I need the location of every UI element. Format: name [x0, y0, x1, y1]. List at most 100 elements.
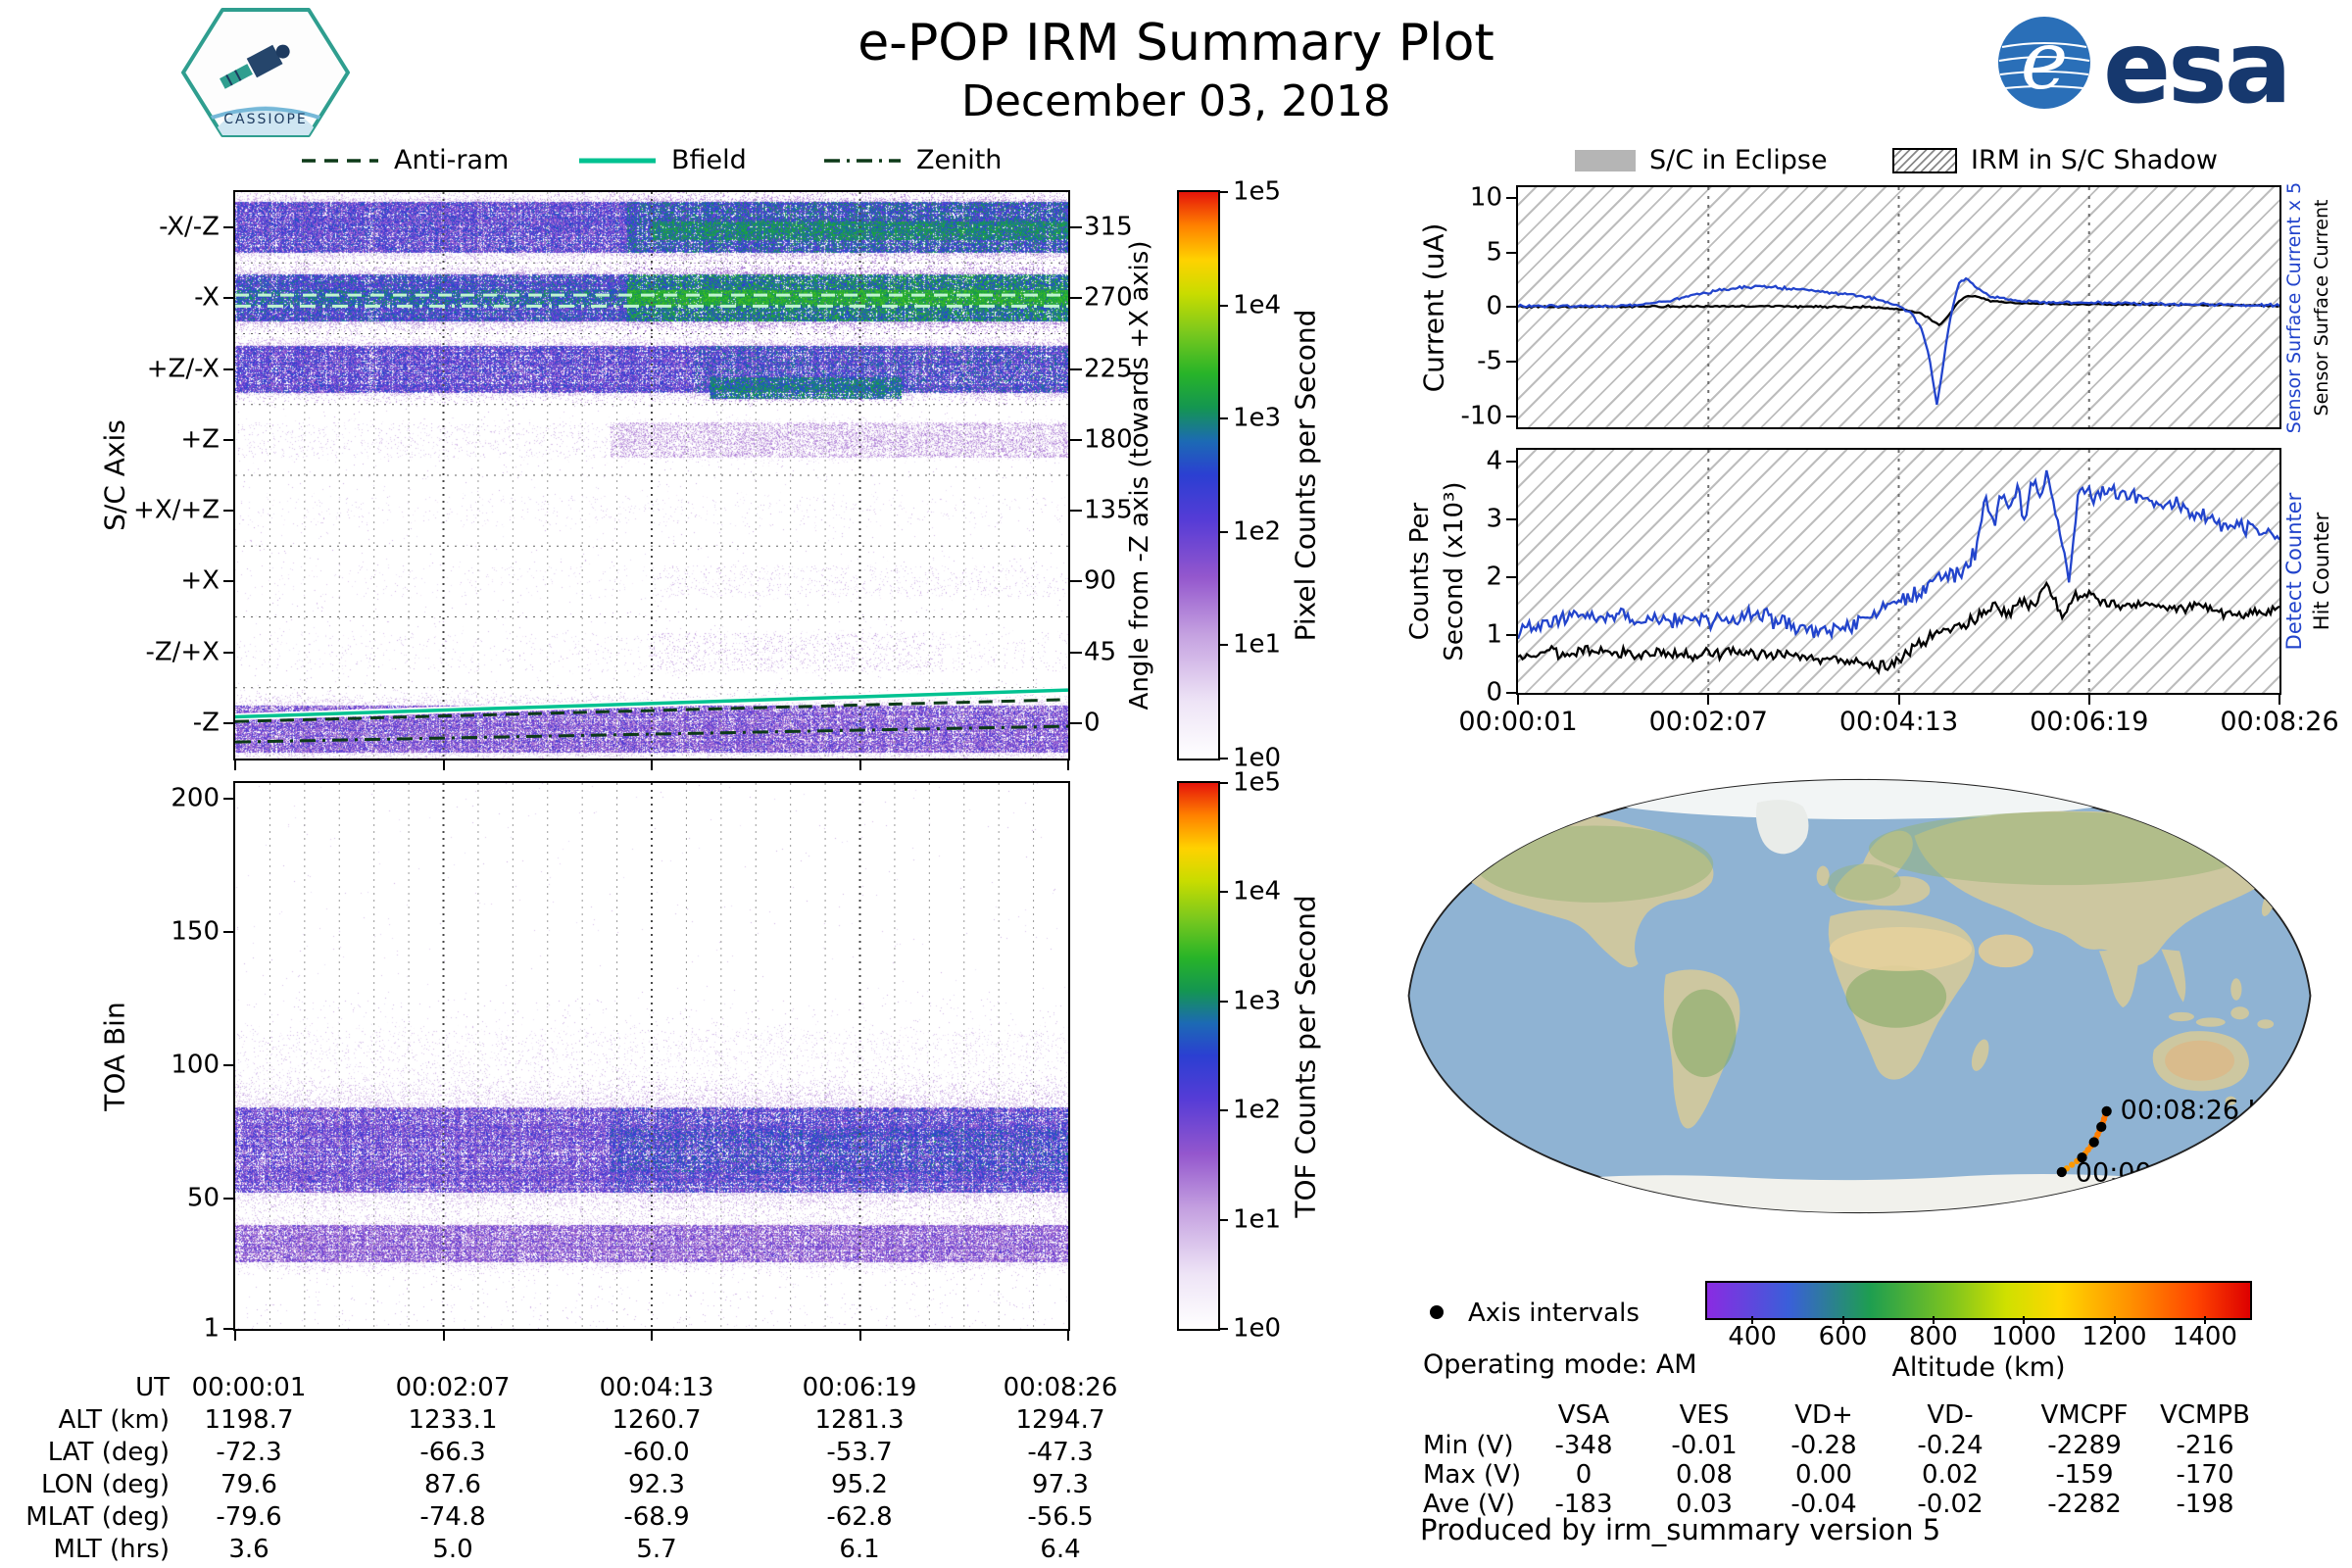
- ephemeris-cell: -62.8: [826, 1502, 893, 1532]
- continent-greenland: [1755, 800, 1809, 855]
- toa-ytick-label: 150: [171, 916, 220, 947]
- right-xtick-label: 00:08:26: [2220, 707, 2339, 737]
- angle-ytick-label: 315: [1084, 212, 1133, 242]
- esa-globe-e: e: [2021, 15, 2069, 108]
- zenith-line-icon: [824, 158, 901, 163]
- green-amazon: [1672, 989, 1737, 1078]
- tick-mark: [1070, 368, 1082, 370]
- altitude-colorbar-label: Altitude (km): [1891, 1352, 2066, 1383]
- ephemeris-cell: 6.1: [839, 1535, 880, 1564]
- tick-mark: [1218, 530, 1228, 533]
- current-ytick-label: -5: [1477, 346, 1502, 376]
- tof-cb-tick-label: 1e0: [1233, 1313, 1282, 1344]
- tick-mark: [1506, 518, 1516, 520]
- tick-mark: [1070, 580, 1082, 583]
- tick-mark: [1218, 644, 1228, 647]
- tick-mark: [234, 760, 236, 770]
- ephemeris-cell: 00:04:13: [599, 1373, 714, 1402]
- tof-cb-tick-label: 1e1: [1233, 1204, 1282, 1235]
- esa-globe-lines: [1998, 42, 2090, 89]
- bfield-line-icon: [579, 158, 656, 163]
- island-tasmania: [2225, 1096, 2236, 1105]
- counts-ytick-label: 1: [1486, 619, 1502, 650]
- ephemeris-cell: 00:00:01: [191, 1373, 307, 1402]
- altitude-tick-label: 1000: [1991, 1322, 2057, 1351]
- shadow-hatch-swatch-icon: [1892, 147, 1957, 173]
- counts-ytick-label: 0: [1486, 677, 1502, 708]
- current-ylabel: Current (uA): [1417, 222, 1450, 392]
- island-britain: [1816, 865, 1830, 887]
- tick-mark: [1218, 1218, 1228, 1221]
- voltage-cell: -183: [1554, 1490, 1613, 1519]
- sc-axis-ytick-label: -X: [194, 283, 220, 314]
- tick-mark: [1707, 695, 1710, 705]
- tof-cb-tick-label: 1e5: [1233, 767, 1282, 798]
- sc-axis-ytick-label: -Z/+X: [145, 637, 220, 667]
- tick-mark: [223, 1198, 235, 1200]
- esa-globe: [1998, 17, 2090, 109]
- tick-mark: [1070, 510, 1082, 513]
- sensor-surface-current-label: Sensor Surface Current: [2311, 199, 2332, 416]
- voltage-row-label: Ave (V): [1423, 1490, 1515, 1519]
- sc-axis-overlay: [235, 192, 1068, 759]
- esa-wordmark: esa: [2103, 10, 2289, 120]
- island-newguinea: [2257, 1019, 2275, 1029]
- tick-mark: [1506, 461, 1516, 463]
- tick-mark: [2113, 1316, 2116, 1324]
- counts-ylabel-line2: Second (x10³): [1440, 481, 1469, 662]
- tof-counts-colorbar: [1177, 781, 1220, 1331]
- page-title: e-POP IRM Summary Plot: [858, 14, 1494, 73]
- ephemeris-cell: 5.7: [636, 1535, 677, 1564]
- axis-interval-dot: [2077, 1152, 2087, 1163]
- altitude-tick-label: 800: [1909, 1322, 1958, 1351]
- tick-mark: [1218, 417, 1228, 420]
- pixel-cb-tick-label: 1e4: [1233, 290, 1282, 320]
- tick-mark: [223, 651, 235, 654]
- tick-mark: [1897, 695, 1900, 705]
- patch-satellite: [220, 44, 290, 89]
- ephemeris-cell: -53.7: [826, 1438, 893, 1467]
- legend-eclipse: S/C in Eclipse: [1575, 145, 1828, 175]
- detect-counter-line: [1518, 469, 2279, 641]
- sahara-desert: [1829, 927, 1973, 971]
- right-xtick-label: 00:00:01: [1458, 707, 1578, 737]
- island-philippines: [2230, 978, 2242, 1001]
- tick-mark: [1218, 1000, 1228, 1003]
- ephemeris-cell: 1294.7: [1015, 1405, 1105, 1435]
- australia-outback: [2165, 1040, 2235, 1081]
- tick-mark: [1070, 226, 1082, 229]
- tick-mark: [1067, 760, 1069, 770]
- voltage-column-header: VD-: [1927, 1400, 1974, 1430]
- toa-ytick-label: 200: [171, 784, 220, 813]
- tick-mark: [442, 1331, 445, 1341]
- voltage-column-header: VMCPF: [2040, 1400, 2129, 1430]
- tick-mark: [1506, 251, 1516, 254]
- toa-ytick-label: 100: [171, 1050, 220, 1080]
- tick-mark: [858, 1331, 861, 1341]
- hit-counter-line: [1518, 580, 2279, 676]
- tick-mark: [651, 760, 653, 770]
- ephemeris-cell: 00:06:19: [802, 1373, 917, 1402]
- sc-axis-ytick-label: +Z/-X: [146, 354, 220, 384]
- toa-ytick-label: 1: [203, 1313, 220, 1344]
- sc-axis-ytick-label: +X: [180, 566, 220, 597]
- axis-interval-dot-icon: [1430, 1305, 1444, 1319]
- tick-mark: [223, 798, 235, 801]
- anti-ram-line-icon: [302, 158, 378, 163]
- right-xtick-label: 00:04:13: [1838, 707, 1959, 737]
- tick-mark: [1506, 361, 1516, 364]
- esa-logo: e esa: [1998, 10, 2292, 120]
- toa-ylabel: TOA Bin: [98, 1001, 131, 1111]
- arabia-desert: [1978, 934, 2034, 968]
- tick-mark: [1506, 306, 1516, 309]
- ephemeris-cell: -47.3: [1027, 1438, 1094, 1467]
- counters-panel: [1516, 448, 2281, 695]
- axis-interval-dot: [2056, 1166, 2067, 1178]
- voltage-cell: -0.04: [1790, 1490, 1857, 1519]
- tof-cb-tick-label: 1e4: [1233, 877, 1282, 907]
- tof-counts-colorbar-label: TOF Counts per Second: [1289, 894, 1322, 1218]
- counts-ylabel-line1: Counts Per: [1405, 502, 1435, 641]
- tick-mark: [2203, 1316, 2206, 1324]
- green-europe: [1827, 863, 1901, 902]
- legend-anti-ram: Anti-ram: [300, 145, 509, 175]
